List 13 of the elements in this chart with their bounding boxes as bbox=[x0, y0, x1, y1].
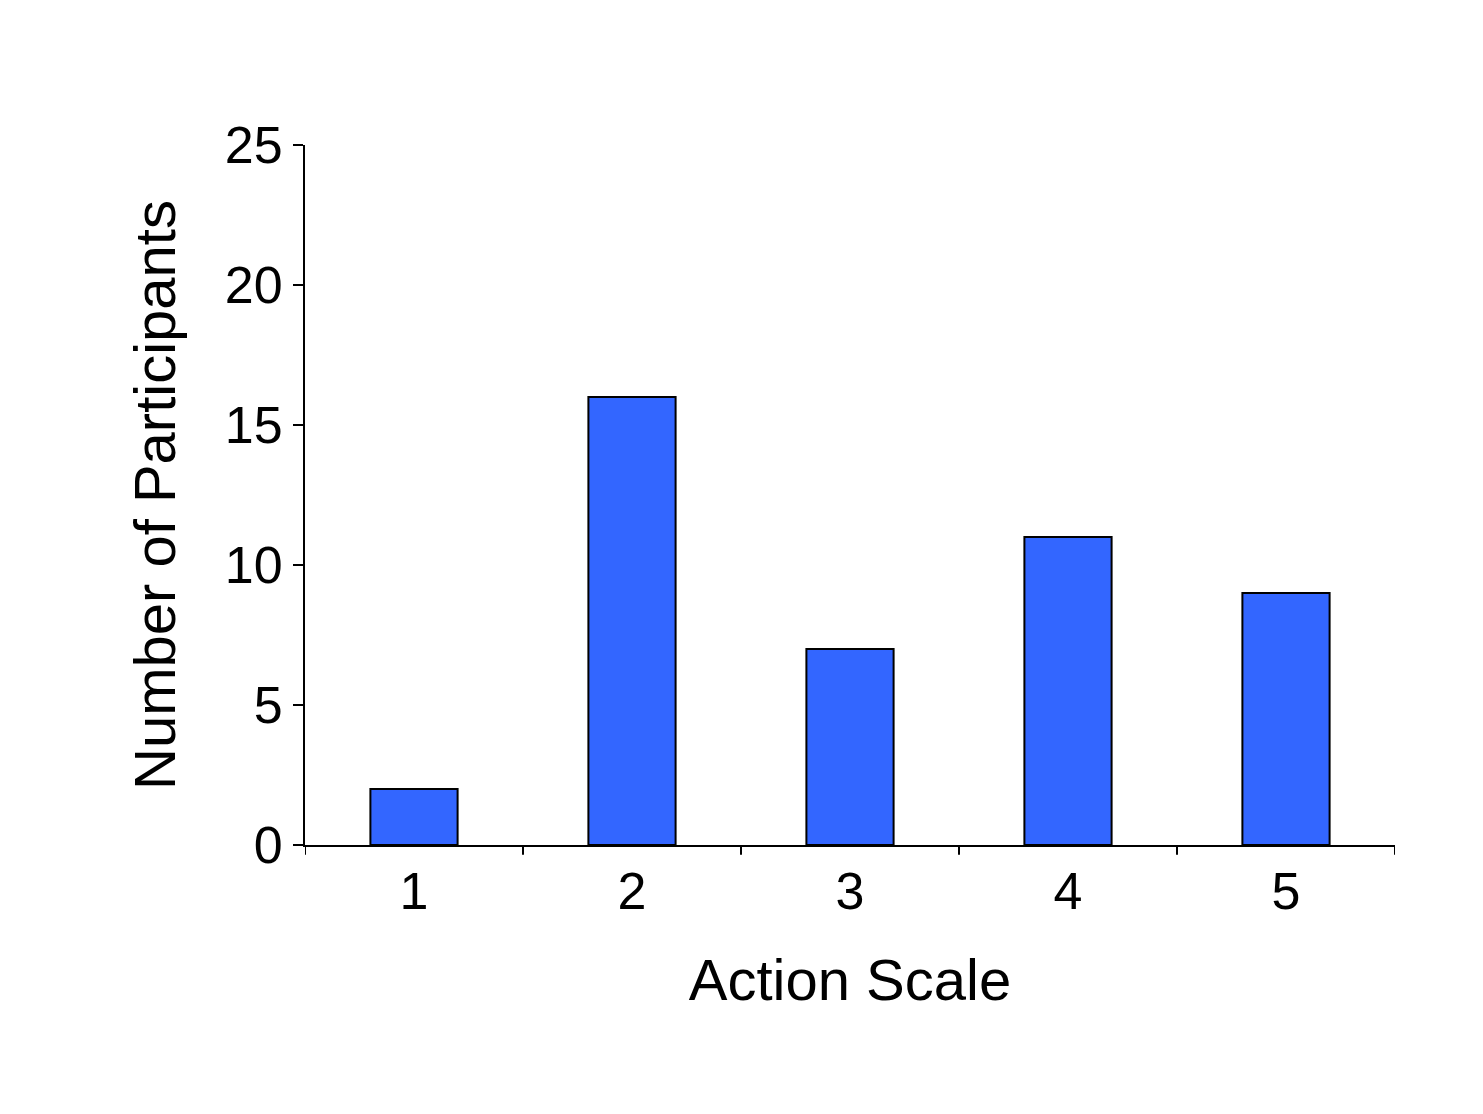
x-tick-label: 1 bbox=[399, 862, 429, 921]
y-tick-label: 25 bbox=[224, 116, 283, 175]
y-axis-title: Number of Participants bbox=[122, 200, 188, 790]
x-tick-label: 2 bbox=[617, 862, 647, 921]
y-tick-label: 20 bbox=[224, 256, 283, 315]
y-tick-label: 5 bbox=[253, 676, 283, 735]
x-axis-title: Action Scale bbox=[688, 947, 1012, 1012]
x-tick-label: 5 bbox=[1271, 862, 1301, 921]
y-tick-label: 10 bbox=[224, 536, 283, 595]
y-tick-label: 15 bbox=[224, 396, 283, 455]
y-tick-label: 0 bbox=[253, 816, 283, 875]
x-tick-label: 4 bbox=[1053, 862, 1083, 921]
x-tick-label: 3 bbox=[835, 862, 865, 921]
